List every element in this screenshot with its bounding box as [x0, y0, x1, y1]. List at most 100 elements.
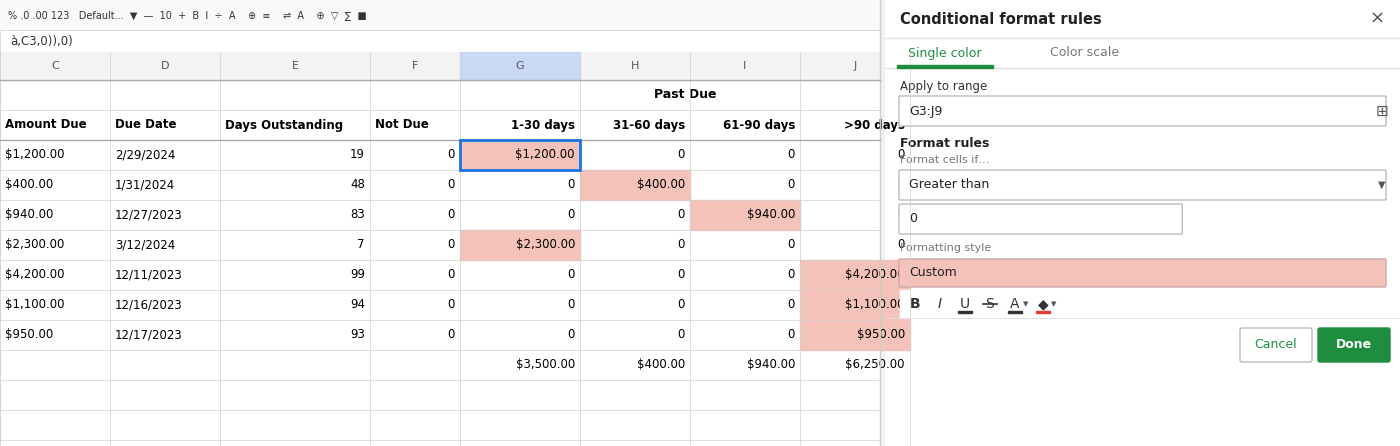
Bar: [0, 52, 881, 446]
Text: 3/12/2024: 3/12/2024: [115, 239, 175, 252]
Text: 61-90 days: 61-90 days: [722, 119, 795, 132]
Bar: [690, 200, 799, 230]
Text: 0: 0: [788, 178, 795, 191]
FancyBboxPatch shape: [899, 170, 1386, 200]
Text: 93: 93: [350, 329, 365, 342]
Bar: [0, 30, 881, 52]
Text: $400.00: $400.00: [6, 178, 53, 191]
Text: 0: 0: [909, 212, 917, 226]
Text: Single color: Single color: [909, 46, 981, 59]
Text: 0: 0: [788, 149, 795, 161]
Text: 0: 0: [897, 149, 904, 161]
Text: $950.00: $950.00: [857, 329, 904, 342]
Text: 19: 19: [350, 149, 365, 161]
Bar: [0, 110, 881, 140]
Text: 2/29/2024: 2/29/2024: [115, 149, 175, 161]
Bar: [0, 0, 881, 30]
Bar: [885, 0, 1400, 446]
Text: 1-30 days: 1-30 days: [511, 119, 575, 132]
Bar: [461, 52, 580, 80]
Bar: [0, 80, 881, 110]
Text: $400.00: $400.00: [637, 359, 685, 372]
Text: 0: 0: [448, 208, 455, 222]
Text: $940.00: $940.00: [6, 208, 53, 222]
Text: 0: 0: [448, 149, 455, 161]
Bar: [900, 290, 1385, 318]
Text: Custom: Custom: [909, 267, 956, 280]
Text: A: A: [1011, 297, 1019, 311]
Text: 0: 0: [678, 298, 685, 311]
Bar: [0, 230, 881, 260]
Bar: [958, 311, 972, 313]
Text: 48: 48: [350, 178, 365, 191]
Text: $950.00: $950.00: [6, 329, 53, 342]
Text: ×: ×: [1369, 10, 1385, 28]
Text: 12/16/2023: 12/16/2023: [115, 298, 183, 311]
Text: Greater than: Greater than: [909, 178, 990, 191]
Text: 0: 0: [567, 298, 575, 311]
Bar: [0, 260, 881, 290]
Text: 0: 0: [567, 178, 575, 191]
Text: $6,250.00: $6,250.00: [846, 359, 904, 372]
Bar: [885, 0, 1400, 38]
Text: Conditional format rules: Conditional format rules: [900, 12, 1102, 26]
Bar: [0, 170, 881, 200]
Text: 0: 0: [567, 268, 575, 281]
Bar: [0, 52, 881, 80]
Text: Days Outstanding: Days Outstanding: [225, 119, 343, 132]
FancyBboxPatch shape: [899, 259, 1386, 287]
Text: 12/11/2023: 12/11/2023: [115, 268, 183, 281]
Text: $940.00: $940.00: [746, 208, 795, 222]
Text: 1/31/2024: 1/31/2024: [115, 178, 175, 191]
Text: 0: 0: [448, 239, 455, 252]
Text: 0: 0: [897, 239, 904, 252]
Text: D: D: [161, 61, 169, 71]
Text: $2,300.00: $2,300.00: [515, 239, 575, 252]
Bar: [0, 410, 881, 440]
Text: $1,100.00: $1,100.00: [6, 298, 64, 311]
FancyBboxPatch shape: [1317, 328, 1390, 362]
Text: S: S: [986, 297, 994, 311]
Text: 0: 0: [448, 329, 455, 342]
Text: $1,200.00: $1,200.00: [6, 149, 64, 161]
Text: 94: 94: [350, 298, 365, 311]
Text: à,C3,0)),0): à,C3,0)),0): [10, 34, 73, 48]
Bar: [0, 140, 881, 170]
Bar: [0, 440, 881, 446]
Bar: [461, 140, 580, 170]
Text: Format rules: Format rules: [900, 137, 990, 150]
Text: % .0 .00 123   Default...  ▼  —  10  +  B  I  ÷  A    ⊕  ≡    ⇌  A    ⊕  ▽  ∑  ■: % .0 .00 123 Default... ▼ — 10 + B I ÷ A…: [8, 10, 367, 20]
Text: J: J: [854, 61, 857, 71]
Text: $4,200.00: $4,200.00: [6, 268, 64, 281]
Bar: [799, 260, 910, 290]
Text: $3,500.00: $3,500.00: [515, 359, 575, 372]
Text: $1,200.00: $1,200.00: [515, 149, 575, 161]
Text: $940.00: $940.00: [746, 359, 795, 372]
Text: $2,300.00: $2,300.00: [6, 239, 64, 252]
Text: Past Due: Past Due: [654, 88, 717, 102]
Text: $4,200.00: $4,200.00: [846, 268, 904, 281]
Bar: [897, 65, 993, 68]
Text: ▼: ▼: [1023, 301, 1029, 307]
Text: 0: 0: [897, 178, 904, 191]
Text: 0: 0: [448, 178, 455, 191]
Text: G3:J9: G3:J9: [909, 104, 942, 117]
Text: 0: 0: [788, 268, 795, 281]
Bar: [0, 30, 881, 52]
Text: 0: 0: [678, 208, 685, 222]
Text: Format cells if…: Format cells if…: [900, 155, 990, 165]
Text: ▼: ▼: [1051, 301, 1057, 307]
FancyBboxPatch shape: [899, 204, 1182, 234]
Text: 0: 0: [678, 268, 685, 281]
Text: 0: 0: [788, 329, 795, 342]
Text: 0: 0: [448, 268, 455, 281]
Text: B: B: [910, 297, 920, 311]
Text: Color scale: Color scale: [1050, 46, 1120, 59]
Text: Not Due: Not Due: [375, 119, 428, 132]
Text: 12/27/2023: 12/27/2023: [115, 208, 183, 222]
Text: U: U: [960, 297, 970, 311]
Bar: [461, 140, 580, 170]
Text: Done: Done: [1336, 339, 1372, 351]
Bar: [799, 290, 910, 320]
Text: 7: 7: [357, 239, 365, 252]
